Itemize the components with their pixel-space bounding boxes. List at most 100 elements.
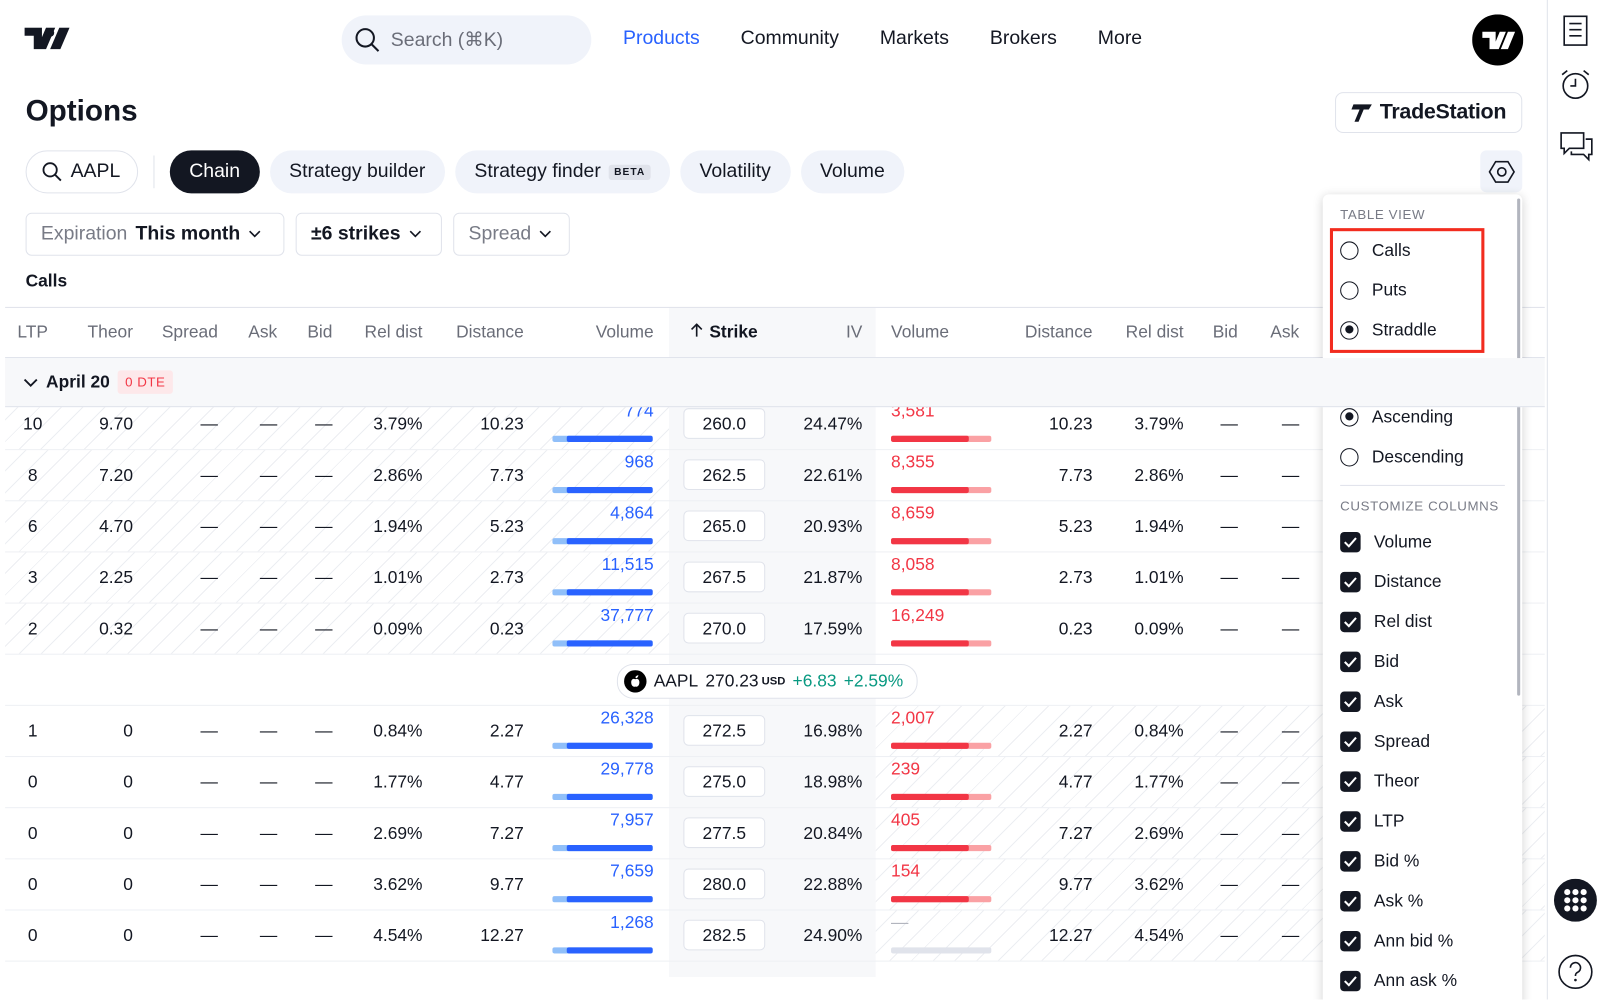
column-header[interactable]: Distance <box>445 322 524 342</box>
tab[interactable]: Strategy builder <box>269 150 445 194</box>
column-header[interactable]: Bid <box>1197 322 1238 342</box>
tab[interactable]: Volume <box>800 150 905 194</box>
checkbox-option[interactable]: Bid <box>1340 641 1505 681</box>
strike: 267.5 <box>683 561 766 593</box>
column-header[interactable]: Strike <box>675 322 773 342</box>
search-box[interactable]: Search (⌘K) <box>341 15 592 65</box>
collapse-chevron[interactable] <box>23 377 38 387</box>
column-header[interactable]: IV <box>777 322 862 342</box>
check-mark <box>1344 536 1357 548</box>
checkbox-option[interactable]: LTP <box>1340 801 1505 841</box>
checkbox-option[interactable]: Ask <box>1340 681 1505 721</box>
option-row[interactable]: 0 0 — — — 3.62% 9.77 7,659 280.0 22.88% 154 9.77 3.6… <box>5 859 1545 911</box>
quote-pill[interactable]: AAPL 270.23 USD +6.83 +2.59% <box>616 663 918 699</box>
column-header[interactable]: Spread <box>153 322 218 342</box>
option-row[interactable]: 10 9.70— — —3.79% 10.23 774 260.0 24.47% 3,581 10… <box>5 398 1545 451</box>
volume-bar-fill <box>566 538 653 545</box>
page-title: Options <box>25 95 138 128</box>
spread-filter[interactable]: Spread <box>453 212 570 256</box>
broker-badge[interactable]: TradeStation <box>1335 92 1523 133</box>
column-header[interactable]: Theor <box>72 322 133 342</box>
call-volume: 26,328 <box>600 707 654 728</box>
rel-dist: 0.09% <box>373 618 423 639</box>
checkbox-option[interactable]: Rel dist <box>1340 602 1505 642</box>
option-label: Straddle <box>1371 319 1437 340</box>
tab[interactable]: Chain <box>169 150 260 194</box>
avatar[interactable] <box>1472 14 1524 66</box>
volume-bar <box>891 538 992 545</box>
option-row[interactable]: 3 2.25 — — — 1.01% 2.73 11,515 267.5 21.87% 8,058 2… <box>5 552 1545 604</box>
column-header-label: Ask <box>1270 322 1300 342</box>
ltp: 8 <box>27 465 38 485</box>
volume-bar <box>891 947 992 954</box>
put-volume: — <box>891 912 909 932</box>
theor: 2.25 <box>99 567 133 588</box>
checkbox-option[interactable]: Theor <box>1340 761 1505 801</box>
iv: 17.59% <box>803 618 863 639</box>
expiration-filter[interactable]: Expiration This month <box>25 212 285 256</box>
checkbox-option[interactable]: Bid % <box>1340 841 1505 881</box>
option-label: Ann bid % <box>1373 930 1454 950</box>
strikes-filter[interactable]: ±6 strikes <box>295 212 442 256</box>
tab[interactable]: Strategy finder BETA <box>454 150 670 194</box>
checkbox-option[interactable]: Volume <box>1340 522 1505 562</box>
option-row[interactable]: 2 0.32 — — — 0.09% 0.23 37,777 270.0 17.59% 16,249… <box>5 603 1545 655</box>
volume-bar-fill <box>891 435 970 442</box>
checkbox-option[interactable]: Spread <box>1340 721 1505 761</box>
column-header[interactable]: Distance <box>1008 322 1093 342</box>
filter-value: Spread <box>468 223 532 245</box>
apps-button[interactable] <box>1553 878 1597 922</box>
radio-option[interactable]: Descending <box>1340 437 1505 477</box>
radio-option[interactable]: Ascending <box>1340 397 1505 437</box>
strike: 280.0 <box>683 868 766 900</box>
checkbox <box>1340 930 1361 951</box>
column-header[interactable]: Rel dist <box>353 322 423 342</box>
radio-option[interactable]: Calls <box>1340 230 1505 270</box>
check-mark <box>1344 816 1357 827</box>
volume-bar-fill <box>891 793 970 801</box>
nav-link[interactable]: Brokers <box>989 27 1057 50</box>
checkbox-option[interactable]: Distance <box>1340 562 1505 602</box>
column-header[interactable]: LTP <box>7 322 58 342</box>
radio-option[interactable]: Straddle <box>1340 310 1505 350</box>
option-row[interactable]: 0 0 — — — 1.77% 4.77 29,778 275.0 18.98% 239 4.77 1.… <box>5 757 1545 809</box>
checkbox-option[interactable]: Ann bid % <box>1340 921 1505 961</box>
column-header[interactable]: Volume <box>891 322 993 342</box>
broker-logo <box>1351 104 1372 122</box>
watchlist-icon[interactable] <box>1561 14 1590 47</box>
option-row[interactable]: 0 0 — — — 4.54% 12.27 1,268 282.5 24.90% — 12.27 4.5… <box>5 910 1545 962</box>
chat-icon[interactable] <box>1559 130 1594 163</box>
checkbox-option[interactable]: Ask % <box>1340 881 1505 921</box>
column-header[interactable]: Ask <box>235 322 277 342</box>
symbol-search[interactable]: AAPL <box>25 150 139 194</box>
apple-logo <box>624 670 647 693</box>
checkbox-option[interactable]: Ann ask % <box>1340 961 1505 1000</box>
tab[interactable]: Volatility <box>680 150 791 194</box>
column-header[interactable]: Rel dist <box>1110 322 1184 342</box>
bid: — <box>315 414 333 434</box>
option-row[interactable]: 8 7.20 — — — 2.86% 7.73 968 262.5 22.61% 8,355 7.73… <box>5 450 1545 502</box>
bid: — <box>315 465 333 485</box>
column-header[interactable]: Volume <box>552 322 654 342</box>
nav-link[interactable]: Community <box>740 27 839 50</box>
nav-link[interactable]: Products <box>623 27 700 50</box>
put-volume: 405 <box>891 810 921 830</box>
sort-arrow <box>691 323 703 337</box>
help-button[interactable] <box>1557 953 1594 990</box>
option-row[interactable]: 6 4.70 — — — 1.94% 5.23 4,864 265.0 20.93% 8,659 5.… <box>5 501 1545 553</box>
column-header[interactable]: Ask <box>1258 322 1299 342</box>
option-row[interactable]: 0 0 — — — 2.69% 7.27 7,957 277.5 20.84% 405 7.27 2.6… <box>5 808 1545 860</box>
option-row[interactable]: 1 0 — — — 0.84% 2.27 26,328 272.5 16.98% 2,007 2.27… <box>5 705 1545 758</box>
logo[interactable] <box>24 27 70 51</box>
nav-link[interactable]: Markets <box>879 27 949 50</box>
settings-button[interactable] <box>1480 150 1523 193</box>
distance: 9.77 <box>489 874 524 895</box>
alerts-icon[interactable] <box>1559 69 1592 102</box>
section-title: TABLE VIEW <box>1340 206 1426 222</box>
column-header[interactable]: Bid <box>292 322 332 342</box>
radio-option[interactable]: Puts <box>1340 270 1505 310</box>
distance: 7.73 <box>489 465 524 485</box>
nav-link[interactable]: More <box>1097 27 1143 50</box>
